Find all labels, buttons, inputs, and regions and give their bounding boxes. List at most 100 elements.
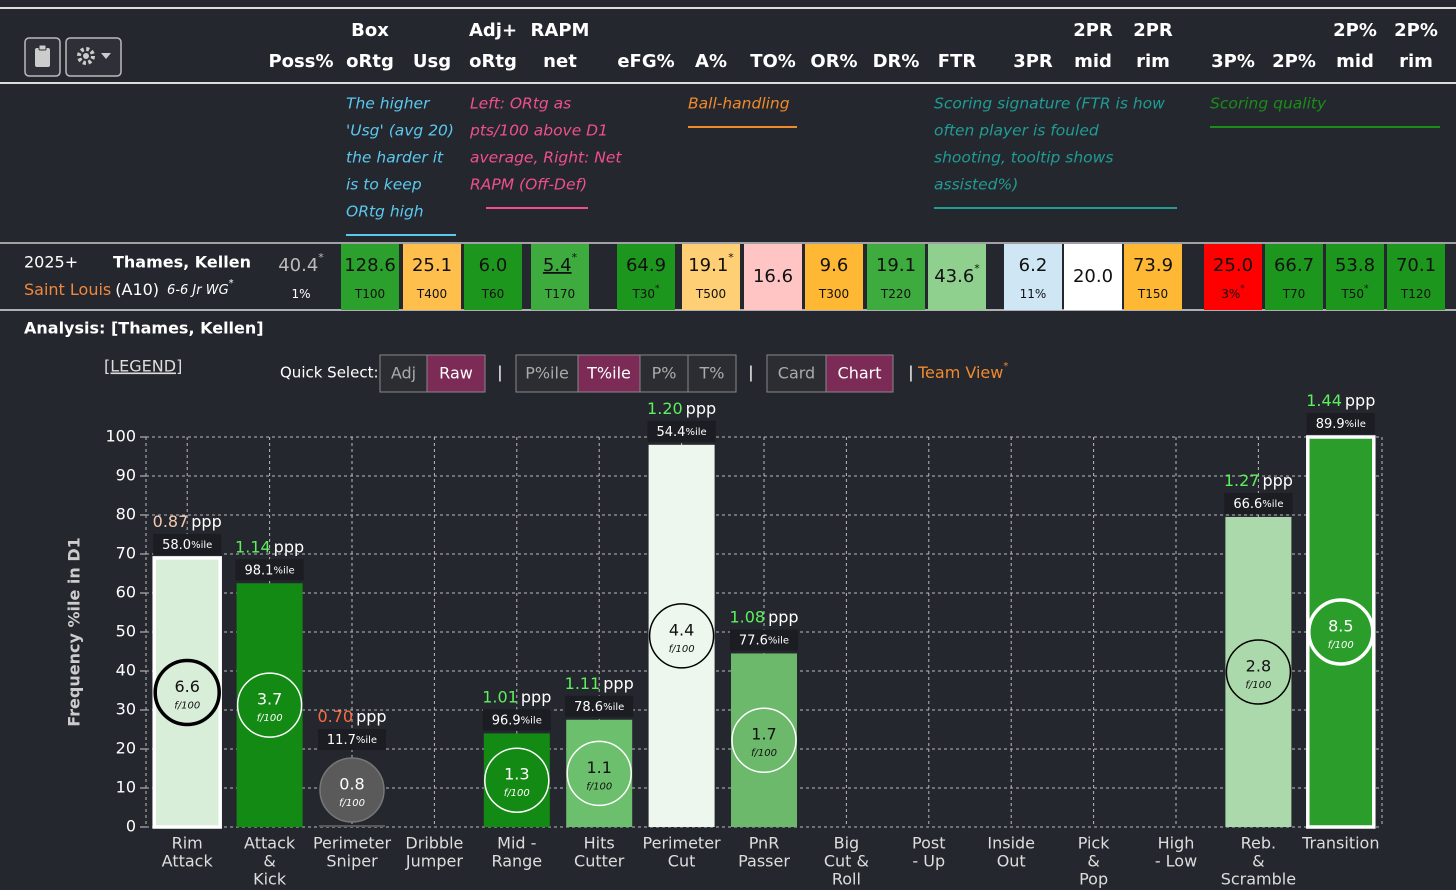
toggle-label[interactable]: T% <box>699 364 725 383</box>
percentile-box <box>1306 413 1375 434</box>
column-header[interactable]: Poss% <box>268 51 333 72</box>
column-header[interactable]: TO% <box>750 51 796 72</box>
column-note: assisted%) <box>934 176 1018 194</box>
percentile-unit: %ile <box>521 715 542 726</box>
column-note: average, Right: Net <box>470 149 622 167</box>
column-header[interactable]: 2P% <box>1272 51 1316 72</box>
x-tick-label: - Up <box>912 852 945 871</box>
column-header[interactable]: FTR <box>938 51 977 72</box>
column-header[interactable]: 2PR <box>1073 20 1113 41</box>
ppp-unit: ppp <box>356 707 386 726</box>
stat-sub: T50* <box>1340 284 1369 301</box>
percentile-value: 89.9 <box>1316 417 1345 432</box>
column-header[interactable]: Box <box>351 20 389 41</box>
ppp-unit: ppp <box>686 398 716 417</box>
stat-value: 5.4* <box>543 251 578 276</box>
ppp-value: 1.01 <box>482 687 518 706</box>
stat-sub-mark: * <box>1240 284 1245 294</box>
column-header[interactable]: 2P% <box>1333 20 1377 41</box>
x-tick-label: Cut <box>668 852 696 871</box>
column-header[interactable]: rim <box>1136 51 1170 72</box>
stat-value: 43.6* <box>934 262 980 287</box>
stat-value-text: 25.0 <box>1213 255 1253 276</box>
team-view-text[interactable]: Team View <box>917 363 1003 382</box>
stat-value-text: 20.0 <box>1073 266 1113 287</box>
toggle-label[interactable]: Card <box>778 364 815 383</box>
toggle-button[interactable] <box>825 354 894 393</box>
column-note: Scoring signature (FTR is how <box>934 95 1165 113</box>
toggle-button[interactable] <box>577 354 641 393</box>
stat-cell <box>1064 244 1122 310</box>
stat-value-text: 70.1 <box>1396 255 1436 276</box>
y-tick-label: 40 <box>116 661 136 680</box>
column-header[interactable]: mid <box>1336 51 1374 72</box>
analysis-title: Analysis: [Thames, Kellen] <box>24 319 264 338</box>
percentile-value: 58.0 <box>162 537 191 552</box>
column-header[interactable]: net <box>543 51 577 72</box>
column-header[interactable]: Usg <box>413 51 451 72</box>
ppp-unit: ppp <box>521 687 551 706</box>
toggle-label[interactable]: Chart <box>838 364 882 383</box>
ppp-label: 1.14 ppp <box>235 537 304 556</box>
percentile-unit: %ile <box>273 565 294 576</box>
percentile-label: 98.1%ile <box>245 563 295 578</box>
toggle-label[interactable]: P%ile <box>525 364 569 383</box>
x-tick-label: Scramble <box>1221 870 1296 889</box>
team-view-link[interactable]: Team View* <box>917 361 1008 382</box>
stat-sub: T400 <box>416 287 447 301</box>
x-tick-label: Range <box>491 852 542 871</box>
toggle-button[interactable] <box>687 354 737 393</box>
toggle-button[interactable] <box>639 354 689 393</box>
player-season: 2025+ <box>24 253 78 272</box>
percentile-value: 77.6 <box>739 633 768 648</box>
settings-button[interactable] <box>65 37 122 77</box>
column-header[interactable]: 2P% <box>1394 20 1438 41</box>
frequency-circle <box>648 603 715 669</box>
column-header[interactable]: 2PR <box>1133 20 1173 41</box>
column-header[interactable]: eFG% <box>617 51 674 72</box>
frequency-unit: f/100 <box>586 781 612 792</box>
toggle-label[interactable]: T%ile <box>586 364 631 383</box>
frequency-circle <box>319 757 385 823</box>
player-name[interactable]: Thames, Kellen <box>113 253 251 272</box>
column-header[interactable]: Adj+ <box>469 20 517 41</box>
toggle-button[interactable] <box>766 354 827 393</box>
toggle-button[interactable] <box>379 354 428 393</box>
percentile-label: 89.9%ile <box>1316 417 1366 432</box>
toggle-button[interactable] <box>426 354 486 393</box>
column-header[interactable]: oRtg <box>469 51 517 72</box>
player-conf: (A10) <box>115 280 159 299</box>
frequency-value: 1.1 <box>586 758 611 777</box>
frequency-circle <box>153 658 221 727</box>
x-tick-label: Cut & <box>824 852 869 871</box>
percentile-value: 98.1 <box>245 563 274 578</box>
x-tick-label: Big <box>834 834 860 853</box>
legend-link[interactable]: [LEGEND] <box>104 357 182 376</box>
player-team[interactable]: Saint Louis <box>24 280 111 299</box>
column-header[interactable]: oRtg <box>346 51 394 72</box>
column-header[interactable]: 3P% <box>1211 51 1255 72</box>
column-header[interactable]: 3PR <box>1013 51 1053 72</box>
percentile-value: 54.4 <box>657 424 686 439</box>
toggle-label[interactable]: Adj <box>391 364 416 383</box>
stat-cell <box>1265 244 1323 310</box>
column-header[interactable]: rim <box>1399 51 1433 72</box>
column-header[interactable]: DR% <box>873 51 920 72</box>
column-header[interactable]: OR% <box>810 51 857 72</box>
frequency-unit: f/100 <box>174 700 200 711</box>
toggle-label[interactable]: Raw <box>439 364 473 383</box>
ppp-label: 1.08 ppp <box>729 607 798 626</box>
stat-sub-text: T100 <box>354 287 385 301</box>
toggle-label[interactable]: P% <box>652 364 677 383</box>
column-header[interactable]: mid <box>1074 51 1112 72</box>
bar[interactable] <box>319 825 385 827</box>
column-header[interactable]: RAPM <box>531 20 590 41</box>
stat-sub-text: T50 <box>1340 287 1364 301</box>
clipboard-button[interactable] <box>24 37 61 77</box>
percentile-label: 66.6%ile <box>1233 496 1283 511</box>
stat-sub-text: T150 <box>1137 287 1168 301</box>
column-header[interactable]: A% <box>695 51 727 72</box>
percentile-box <box>235 559 304 581</box>
frequency-unit: f/100 <box>504 788 530 799</box>
stat-sub-text: 3% <box>1221 287 1240 301</box>
